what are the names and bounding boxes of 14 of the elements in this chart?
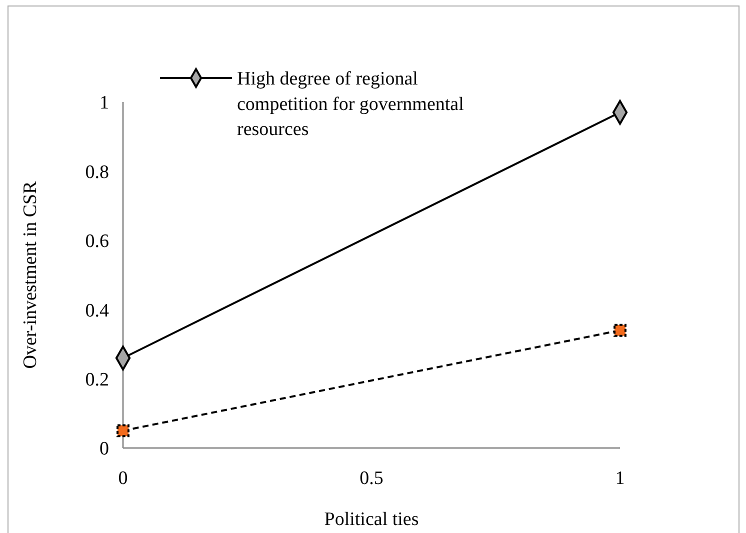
- y-tick-label: 0.4: [85, 300, 110, 322]
- x-tick-label: 0.5: [360, 468, 384, 489]
- point: [614, 324, 626, 337]
- y-tick-label: 0: [100, 438, 109, 460]
- y-axis-title: Over-investment in CSR: [20, 180, 41, 369]
- x-tick-label: 1: [615, 468, 625, 489]
- y-tick-label: 0.8: [85, 162, 109, 183]
- point: [116, 424, 130, 438]
- x-axis-title: Political ties: [324, 509, 419, 530]
- y-tick-label: 0.2: [85, 369, 109, 390]
- y-tick-label: 1: [100, 92, 109, 114]
- y-tick-label: 0.6: [85, 231, 109, 252]
- x-tick-label: 0: [118, 468, 128, 489]
- legend-label: High degree of regional competition for governmental resources: [237, 68, 464, 140]
